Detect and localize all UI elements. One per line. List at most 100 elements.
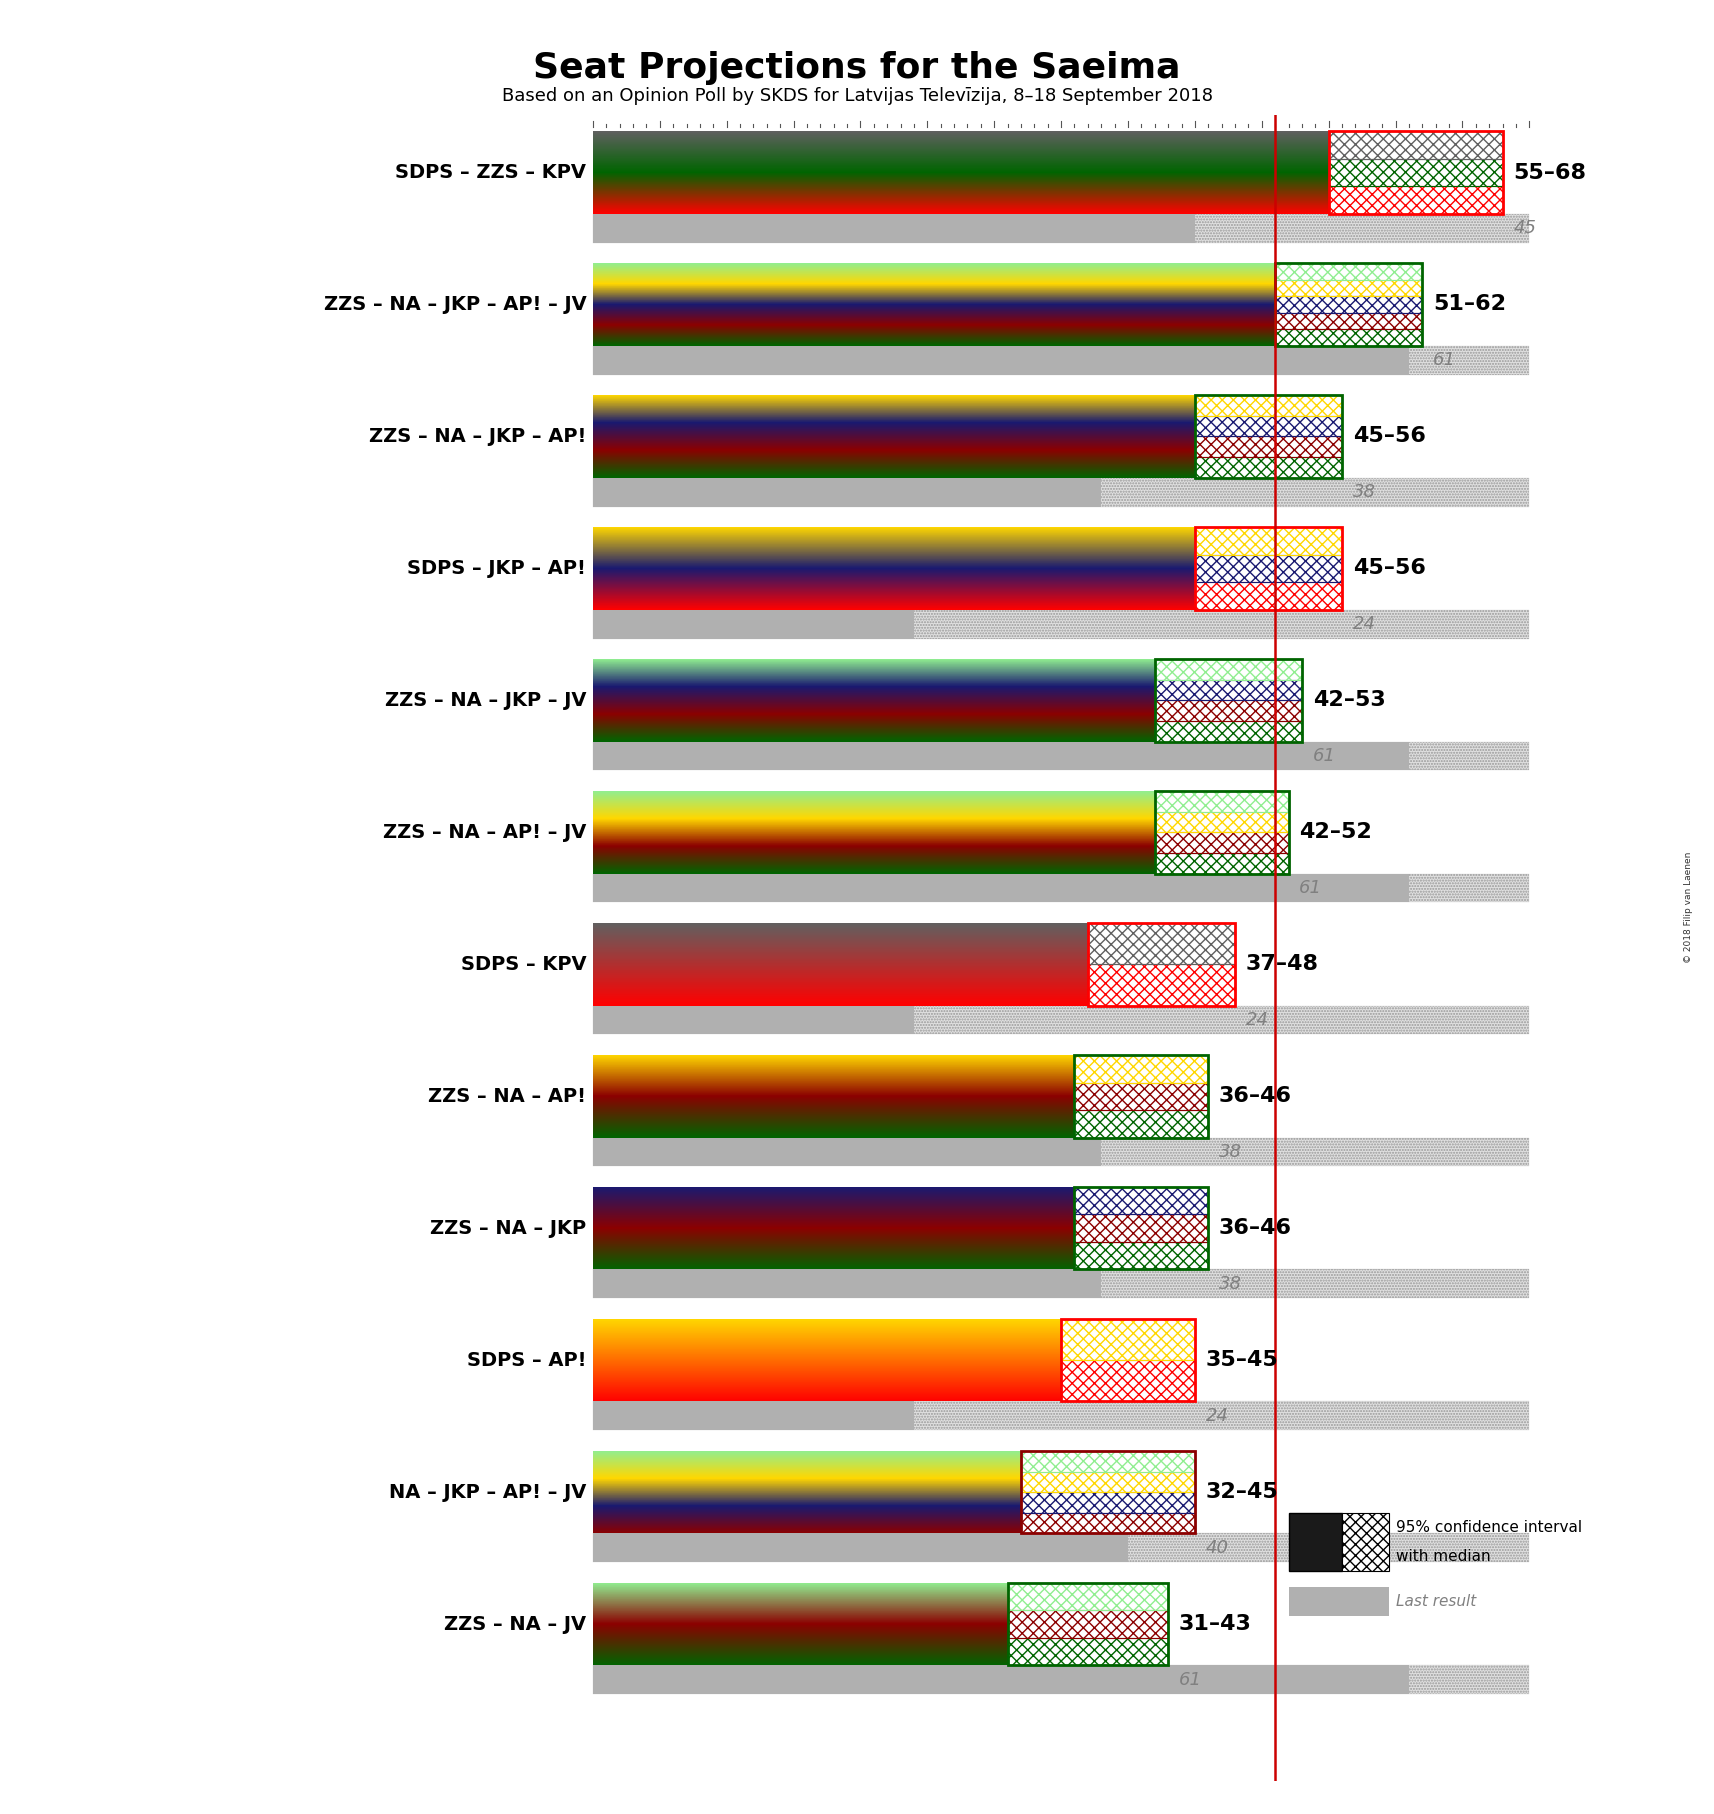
- Bar: [1195, 395, 1342, 477]
- Bar: [1328, 187, 1503, 214]
- Bar: [1275, 279, 1423, 296]
- Bar: [1075, 1110, 1208, 1137]
- Bar: [1155, 658, 1303, 742]
- Bar: [1008, 1638, 1169, 1665]
- Bar: [1155, 853, 1289, 874]
- Bar: [1061, 1319, 1195, 1360]
- Bar: [1155, 791, 1289, 874]
- Text: 32–45: 32–45: [1205, 1482, 1279, 1502]
- Bar: [593, 214, 1195, 243]
- Bar: [1075, 1215, 1208, 1243]
- Text: 95% confidence interval: 95% confidence interval: [1395, 1520, 1582, 1535]
- Bar: [1061, 1360, 1195, 1402]
- Bar: [593, 874, 1529, 902]
- Bar: [1275, 296, 1423, 312]
- Bar: [1289, 1513, 1342, 1571]
- Bar: [1155, 811, 1289, 833]
- Bar: [593, 1270, 1529, 1299]
- Bar: [1275, 312, 1423, 328]
- Text: ZZS – NA – JKP – AP!: ZZS – NA – JKP – AP!: [369, 426, 586, 446]
- Bar: [593, 477, 1102, 506]
- Bar: [1275, 263, 1423, 279]
- Bar: [1195, 395, 1342, 415]
- Bar: [593, 874, 1529, 902]
- Text: Seat Projections for the Saeima: Seat Projections for the Saeima: [533, 51, 1181, 85]
- Bar: [1075, 1186, 1208, 1215]
- Bar: [1075, 1110, 1208, 1137]
- Text: ZZS – NA – AP! – JV: ZZS – NA – AP! – JV: [382, 824, 586, 842]
- Bar: [1275, 312, 1423, 328]
- Bar: [1022, 1513, 1195, 1533]
- Text: 51–62: 51–62: [1433, 294, 1507, 314]
- Bar: [593, 610, 914, 639]
- Bar: [593, 1270, 1529, 1299]
- Bar: [593, 1005, 914, 1034]
- Bar: [593, 1005, 1529, 1034]
- Bar: [1195, 415, 1342, 437]
- Text: 61: 61: [1179, 1671, 1202, 1689]
- Text: 42–53: 42–53: [1313, 691, 1385, 711]
- Bar: [1088, 923, 1236, 1005]
- Text: with median: with median: [1395, 1549, 1489, 1564]
- Bar: [1022, 1493, 1195, 1513]
- Bar: [593, 1533, 1529, 1562]
- Bar: [1008, 1638, 1169, 1665]
- Bar: [1195, 528, 1342, 555]
- Bar: [1075, 1186, 1208, 1215]
- Text: 36–46: 36–46: [1219, 1087, 1292, 1107]
- Bar: [1075, 1243, 1208, 1270]
- Bar: [593, 214, 1529, 243]
- Text: SDPS – JKP – AP!: SDPS – JKP – AP!: [408, 559, 586, 579]
- Bar: [593, 346, 1409, 374]
- Text: Last result: Last result: [1395, 1595, 1476, 1609]
- Bar: [1061, 1319, 1195, 1360]
- Bar: [1155, 833, 1289, 853]
- Bar: [593, 742, 1529, 771]
- Text: 55–68: 55–68: [1513, 163, 1585, 183]
- Text: 36–46: 36–46: [1219, 1219, 1292, 1239]
- Bar: [1195, 395, 1342, 415]
- Bar: [1088, 965, 1236, 1005]
- Bar: [1275, 328, 1423, 346]
- Bar: [1022, 1451, 1195, 1471]
- Text: 61: 61: [1299, 880, 1321, 896]
- Bar: [1155, 700, 1303, 720]
- Text: ZZS – NA – JKP – AP! – JV: ZZS – NA – JKP – AP! – JV: [324, 296, 586, 314]
- Bar: [1328, 160, 1503, 187]
- Text: 38: 38: [1352, 483, 1376, 501]
- Bar: [1275, 328, 1423, 346]
- Bar: [1155, 853, 1289, 874]
- Bar: [1022, 1451, 1195, 1471]
- Bar: [593, 214, 1529, 243]
- Text: 45–56: 45–56: [1352, 426, 1426, 446]
- Bar: [1275, 296, 1423, 312]
- Bar: [593, 1137, 1529, 1166]
- Bar: [593, 1402, 914, 1429]
- Text: 35–45: 35–45: [1205, 1350, 1279, 1370]
- Bar: [593, 742, 1409, 771]
- Bar: [1155, 700, 1303, 720]
- Bar: [1155, 811, 1289, 833]
- Bar: [593, 1665, 1529, 1694]
- Bar: [1155, 658, 1303, 680]
- Bar: [593, 874, 1409, 902]
- Text: 61: 61: [1313, 747, 1335, 766]
- Bar: [1195, 437, 1342, 457]
- Bar: [593, 477, 1529, 506]
- Bar: [593, 477, 1529, 506]
- Bar: [1075, 1083, 1208, 1110]
- Bar: [593, 1402, 1529, 1429]
- Bar: [1289, 1587, 1388, 1616]
- Bar: [1275, 263, 1423, 279]
- Bar: [1155, 720, 1303, 742]
- Text: 37–48: 37–48: [1246, 954, 1318, 974]
- Bar: [1195, 457, 1342, 477]
- Bar: [1061, 1360, 1195, 1402]
- Bar: [1275, 279, 1423, 296]
- Text: 24: 24: [1205, 1408, 1229, 1424]
- Bar: [1155, 680, 1303, 700]
- Bar: [593, 1402, 1529, 1429]
- Bar: [1195, 582, 1342, 610]
- Text: 61: 61: [1433, 352, 1455, 368]
- Bar: [1328, 160, 1503, 187]
